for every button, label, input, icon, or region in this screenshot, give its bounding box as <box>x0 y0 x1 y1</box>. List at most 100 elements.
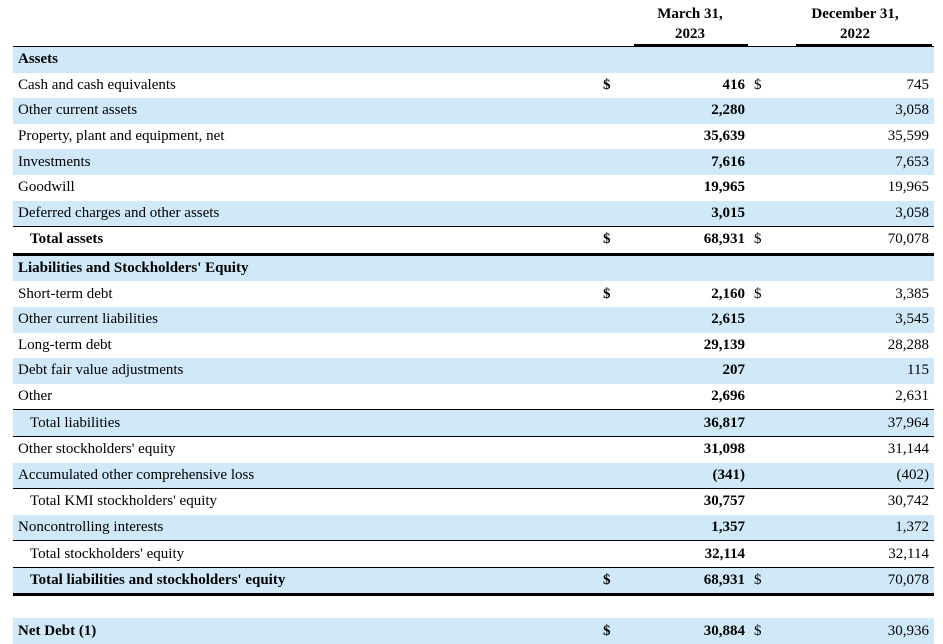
row-label: Cash and cash equivalents <box>18 76 176 93</box>
spacer-row <box>13 594 934 619</box>
row-label: Other stockholders' equity <box>13 435 603 463</box>
row-currency-2: $ <box>754 76 762 93</box>
col2-line1: December 31, <box>811 6 899 22</box>
row-value-2022: 3,058 <box>776 98 934 124</box>
row-currency-1 <box>603 175 633 201</box>
row-value-2023: 36,817 <box>633 409 748 437</box>
row-label: Deferred charges and other assets <box>13 200 603 227</box>
row-value-2022: 2,631 <box>895 388 929 405</box>
row-currency-1 <box>603 200 633 227</box>
row-value-2022: 115 <box>776 358 934 384</box>
col-header-december-2022: December 31, 2022 <box>796 4 914 44</box>
row-value-2022: 3,545 <box>776 306 934 333</box>
row-value-2023: 31,098 <box>633 435 748 463</box>
row-currency-1 <box>603 435 633 463</box>
table-row: Long-term debt 29,139 28,288 <box>13 333 934 359</box>
row-currency-2 <box>748 384 776 410</box>
row-value-2023: 2,160 <box>711 285 745 302</box>
header-rule-2 <box>796 44 932 46</box>
row-currency-1 <box>603 149 633 175</box>
row-currency-2 <box>748 540 776 568</box>
row-value-2022 <box>776 45 934 73</box>
row-currency-1 <box>603 306 633 333</box>
row-currency-1 <box>603 462 633 489</box>
table-row: Deferred charges and other assets 3,015 … <box>13 200 934 227</box>
row-value-2022: 31,144 <box>776 435 934 463</box>
row-value-2022: 28,288 <box>887 336 929 353</box>
row-label: Other current liabilities <box>13 306 603 333</box>
row-currency-1 <box>603 254 633 282</box>
row-value-2023: 30,757 <box>633 488 748 515</box>
row-currency-2: $ <box>754 285 762 302</box>
row-value-2022: (402) <box>776 462 934 489</box>
row-currency-2 <box>748 149 776 175</box>
table-row: Other current liabilities 2,615 3,545 <box>13 306 934 333</box>
row-value-2023: 19,965 <box>703 179 745 196</box>
table-row-total: Total assets $ 68,931 $ 70,078 <box>13 226 934 256</box>
row-currency-2: $ <box>748 226 776 256</box>
row-currency-2 <box>748 488 776 515</box>
row-currency-1 <box>603 514 633 541</box>
row-currency-1 <box>603 98 633 124</box>
row-value-2022 <box>776 254 934 282</box>
row-value-2023: 416 <box>722 76 746 93</box>
row-value-2022: 70,078 <box>776 226 934 256</box>
row-currency-2: $ <box>748 566 776 597</box>
row-currency-2 <box>748 45 776 73</box>
row-label: Total stockholders' equity <box>13 540 603 568</box>
table-row: Debt fair value adjustments 207 115 <box>13 358 934 384</box>
row-currency-2 <box>748 333 776 359</box>
row-currency-1: $ <box>603 618 633 644</box>
row-value-2022: 3,385 <box>895 285 929 302</box>
table-row: Other current assets 2,280 3,058 <box>13 98 934 124</box>
row-value-2022: 35,599 <box>887 128 929 145</box>
balance-table: Assets Cash and cash equivalents $ 416 $… <box>13 45 934 644</box>
row-value-2023: 2,615 <box>633 306 748 333</box>
table-row: Short-term debt $ 2,160 $ 3,385 <box>13 281 934 307</box>
row-label: Short-term debt <box>18 285 113 302</box>
spacer-cell <box>13 594 603 619</box>
row-currency-2 <box>748 98 776 124</box>
table-row: Property, plant and equipment, net 35,63… <box>13 124 934 150</box>
row-value-2023 <box>633 254 748 282</box>
spacer-cell <box>776 594 934 619</box>
row-value-2023: 1,357 <box>633 514 748 541</box>
row-value-2023: 2,696 <box>711 388 745 405</box>
row-value-2022: 3,058 <box>776 200 934 227</box>
row-label: Assets <box>13 45 603 73</box>
row-value-2023: 7,616 <box>633 149 748 175</box>
row-label: Goodwill <box>18 179 75 196</box>
row-currency-2 <box>748 462 776 489</box>
row-label: Property, plant and equipment, net <box>18 128 225 145</box>
row-value-2022: 32,114 <box>776 540 934 568</box>
row-label: Liabilities and Stockholders' Equity <box>13 254 603 282</box>
table-row: Investments 7,616 7,653 <box>13 149 934 175</box>
row-label: Total liabilities <box>13 409 603 437</box>
row-currency-2 <box>748 358 776 384</box>
table-row: Other stockholders' equity 31,098 31,144 <box>13 435 934 463</box>
row-currency-1 <box>603 124 633 150</box>
col1-line2: 2023 <box>675 26 705 42</box>
row-label: Accumulated other comprehensive loss <box>13 462 603 489</box>
row-label: Net Debt (1) <box>13 618 603 644</box>
row-label: Other current assets <box>13 98 603 124</box>
row-value-2022: 745 <box>906 76 930 93</box>
row-currency-1 <box>603 333 633 359</box>
row-label: Total KMI stockholders' equity <box>13 488 603 515</box>
row-label: Total assets <box>13 226 603 256</box>
row-currency-1 <box>603 540 633 568</box>
row-currency-2 <box>748 124 776 150</box>
table-row-subtotal: Total KMI stockholders' equity 30,757 30… <box>13 488 934 515</box>
row-value-2022: 30,742 <box>776 488 934 515</box>
row-value-2022: 7,653 <box>776 149 934 175</box>
row-label: Total liabilities and stockholders' equi… <box>13 566 603 597</box>
row-currency-1 <box>603 409 633 437</box>
row-label: Noncontrolling interests <box>13 514 603 541</box>
row-value-2023: 2,280 <box>633 98 748 124</box>
row-currency-1 <box>603 358 633 384</box>
row-value-2023 <box>633 45 748 73</box>
spacer-cell <box>633 594 748 619</box>
row-value-2022: 19,965 <box>887 179 929 196</box>
row-currency-2 <box>748 409 776 437</box>
row-currency-2 <box>748 435 776 463</box>
